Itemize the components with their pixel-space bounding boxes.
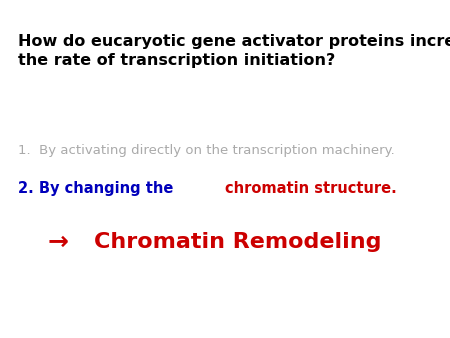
Text: 1.  By activating directly on the transcription machinery.: 1. By activating directly on the transcr… (18, 144, 395, 156)
Text: →: → (48, 230, 69, 254)
Text: How do eucaryotic gene activator proteins increase
the rate of transcription ini: How do eucaryotic gene activator protein… (18, 34, 450, 68)
Text: 2. By changing the: 2. By changing the (18, 181, 179, 196)
Text: Chromatin Remodeling: Chromatin Remodeling (94, 232, 382, 252)
Text: chromatin structure.: chromatin structure. (225, 181, 397, 196)
